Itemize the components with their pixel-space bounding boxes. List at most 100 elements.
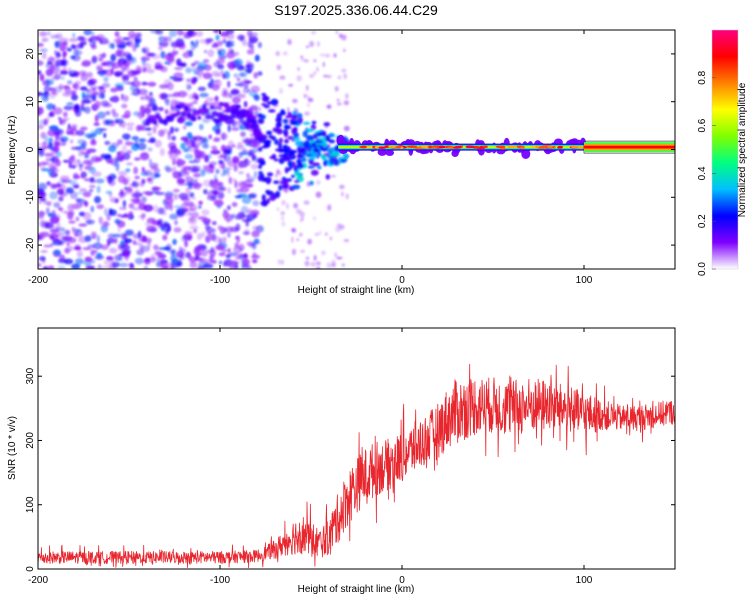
spectrogram-cell <box>79 41 84 49</box>
spectrogram-cell <box>174 128 179 132</box>
spectrogram-cell <box>177 76 185 81</box>
spectrogram-cell <box>83 30 92 36</box>
spectrogram-cell <box>218 159 225 163</box>
spectrogram-cell <box>96 66 103 71</box>
spectrogram-cell <box>43 244 52 248</box>
spectrogram-cell <box>70 55 76 60</box>
spectrogram-cell <box>577 146 585 149</box>
spectrogram-cell <box>210 180 220 189</box>
spectrogram-cell <box>70 90 77 96</box>
spectrogram-cell <box>330 151 338 156</box>
spectrogram-cell <box>535 145 539 149</box>
spectrogram-cell <box>125 162 133 166</box>
spectrogram-cell <box>170 265 175 269</box>
y-tick-label: 100 <box>25 496 36 513</box>
spectrogram-cell <box>38 70 42 74</box>
spectrogram-cell <box>134 41 140 48</box>
spectrogram-cell <box>242 87 250 94</box>
spectrogram-cell <box>190 142 196 148</box>
spectrogram-cell <box>56 188 64 195</box>
spectrogram-cell <box>173 205 183 209</box>
spectrogram-cell <box>232 156 240 164</box>
spectrogram-cell <box>296 162 304 169</box>
spectrogram-cell <box>81 150 85 156</box>
spectrogram-cell <box>186 78 191 83</box>
colorbar-tick-label: 0.0 <box>697 262 708 276</box>
spectrogram-cell <box>173 227 182 233</box>
spectrogram-cell <box>285 115 292 119</box>
spectrogram-cell <box>240 205 249 214</box>
spectrogram-cell <box>266 180 271 185</box>
spectrogram-cell <box>311 120 317 125</box>
colorbar-bar <box>712 30 738 269</box>
spectrogram-cell <box>118 170 128 176</box>
spectrogram-cell <box>253 238 260 245</box>
spectrogram-cell <box>250 209 260 216</box>
y-tick-label: 20 <box>25 48 36 60</box>
spectrogram-cell <box>185 251 191 259</box>
spectrogram-cell <box>82 191 92 198</box>
spectrogram-cell <box>287 136 294 140</box>
spectrogram-cell <box>154 139 162 148</box>
spectrogram-cell <box>180 197 191 202</box>
spectrogram-cell <box>319 53 326 57</box>
spectrogram-cell <box>242 258 250 266</box>
spectrogram-cell <box>94 250 98 254</box>
spectrogram-cell <box>122 152 131 160</box>
spectrogram-cell <box>126 54 133 61</box>
spectrogram-cell <box>96 235 101 243</box>
spectrogram-cell <box>183 200 188 205</box>
spectrogram-cell <box>175 251 184 258</box>
spectrogram-cell <box>106 119 115 125</box>
spectrogram-cell <box>242 139 252 143</box>
spectrogram-cell <box>113 70 124 77</box>
spectrogram-cell <box>163 246 171 251</box>
spectrogram-cell <box>51 209 56 215</box>
spectrogram-cell <box>224 117 234 125</box>
spectrogram-cell <box>134 32 142 38</box>
spectrogram-cell <box>162 128 169 134</box>
spectrogram-cell <box>302 121 311 125</box>
spectrogram-cell <box>202 138 207 143</box>
spectrogram-cell <box>132 207 140 211</box>
spectrogram-cell <box>100 53 106 59</box>
spectrogram-cell <box>96 204 104 210</box>
spectrogram-cell <box>114 218 121 225</box>
spectrogram-cell <box>78 223 88 227</box>
spectrogram-cell <box>213 236 222 243</box>
spectrogram-cell <box>257 113 263 119</box>
spectrogram-cell <box>313 254 317 261</box>
spectrogram-cell <box>53 73 62 80</box>
spectrogram-cell <box>213 42 218 47</box>
spectrogram-cell <box>252 225 259 231</box>
spectrogram-cell <box>124 229 134 236</box>
spectrogram-cell <box>227 248 231 253</box>
spectrogram-cell <box>90 31 95 37</box>
spectrogram-cell <box>169 126 174 134</box>
spectrogram-cell <box>57 258 68 264</box>
spectrogram-cell <box>211 80 215 84</box>
spectrogram-cell <box>275 51 281 57</box>
spectrogram-cell <box>225 30 235 35</box>
spectrogram-cell <box>311 150 319 158</box>
snr-ticks: -200 -100 0 100 0 100 200 300 <box>25 328 675 586</box>
spectrogram-cell <box>280 180 286 185</box>
spectrogram-cell <box>123 206 127 210</box>
spectrogram-cell <box>80 172 85 180</box>
spectrogram-cell <box>82 212 92 220</box>
spectrogram-cell <box>57 265 66 269</box>
spectrogram-cell <box>134 175 140 180</box>
spectrogram-cell <box>163 36 169 42</box>
spectrogram-cell <box>282 51 288 56</box>
spectrogram-cell <box>176 158 182 164</box>
spectrogram-cell <box>54 250 61 256</box>
spectrogram-cell <box>243 253 249 259</box>
spectrogram-cell <box>230 260 237 267</box>
spectrogram-cell <box>70 128 79 137</box>
spectrogram-cell <box>74 258 84 265</box>
spectrogram-cell <box>227 80 231 88</box>
spectrogram-cell <box>167 52 173 57</box>
spectrogram-cell <box>233 73 239 78</box>
spectrogram-cell <box>217 63 225 70</box>
